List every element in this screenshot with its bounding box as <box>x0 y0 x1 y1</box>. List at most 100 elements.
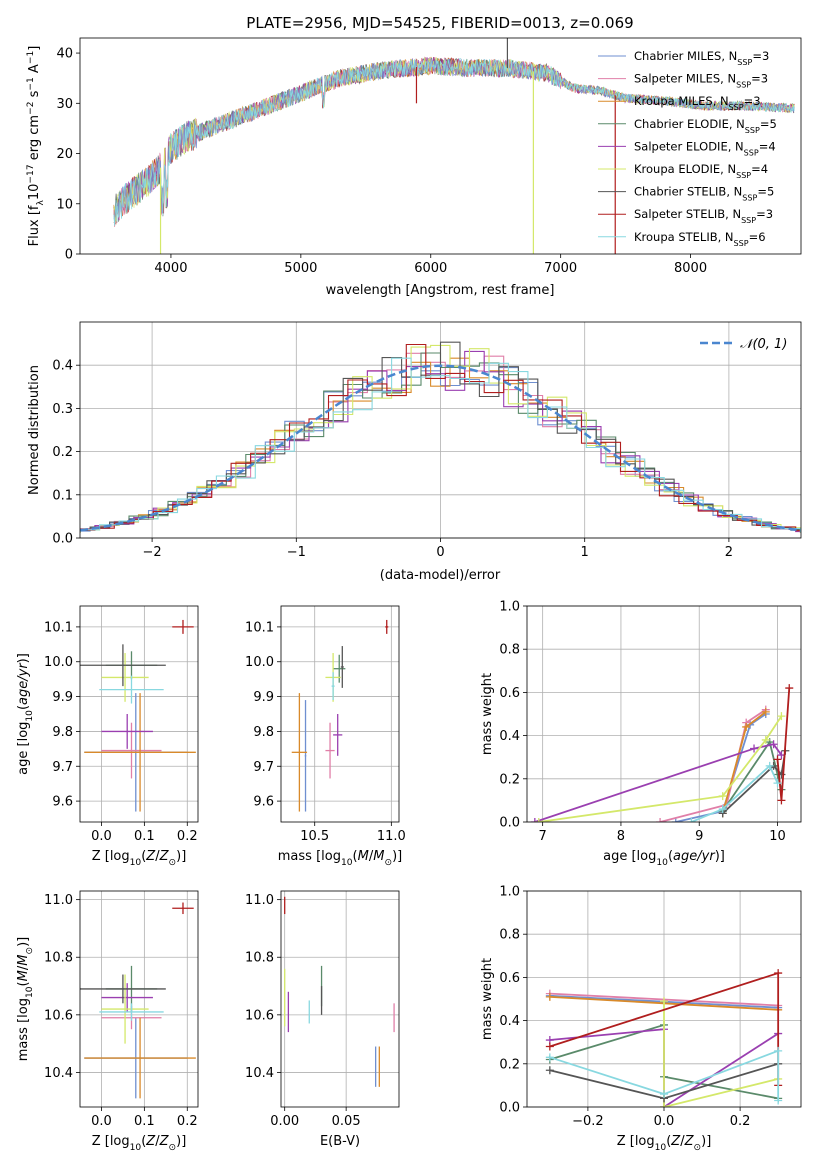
mass-weight-vs-age-panel-x-ticks: 7 8 9 10 <box>539 822 786 844</box>
legend-entry-chabrier-stelib: Chabrier STELIB, NSSP=5 <box>634 185 774 203</box>
age-vs-mass-panel-y-ticks: 9.6 9.7 9.8 9.9 10.0 10.1 <box>245 620 281 810</box>
mass-vs-metallicity-panel-y-tick-label: 10.8 <box>44 951 73 966</box>
mass-weight-vs-metallicity-panel-y-ticks: 0.0 0.2 0.4 0.6 0.8 1.0 <box>499 885 527 1116</box>
age-vs-metallicity-panel-grid <box>80 606 198 822</box>
age-vs-mass-panel-x-tick-label: 10.5 <box>300 829 329 844</box>
mass-vs-extinction-panel-frame <box>280 890 400 1108</box>
weight-line-kroupa-miles-marker <box>761 707 770 716</box>
errorbar-kroupa-elodie <box>101 653 149 702</box>
weight-line-kroupa-elodie-marker <box>777 712 786 721</box>
weight-line-salpeter-stelib-marker <box>545 1042 554 1051</box>
weight-line-salpeter-elodie-marker <box>769 740 778 749</box>
y-axis-label: Flux [fλ10−17 erg cm−2 s−1 A−1] <box>26 46 46 247</box>
mass-vs-metallicity-panel-y-tick-label: 10.4 <box>44 1066 73 1081</box>
mass-weight-vs-metallicity-panel-y-tick-label: 0.2 <box>499 1057 520 1072</box>
histogram-panel-x-tick-label: 0 <box>436 545 444 560</box>
mass-weight-vs-age-panel-x-tick-label: 8 <box>617 829 625 844</box>
mass-weight-vs-age-panel-frame <box>526 605 802 823</box>
weight-line-kroupa-stelib-marker <box>774 1096 783 1105</box>
weight-line-salpeter-stelib-marker <box>773 755 782 764</box>
weight-line-kroupa-elodie-marker <box>534 818 543 822</box>
mass-vs-extinction-panel-x-tick-label: 0.00 <box>270 1114 299 1129</box>
weight-line-kroupa-stelib <box>691 764 779 822</box>
legend-entry-salpeter-elodie: Salpeter ELODIE, NSSP=4 <box>634 139 776 157</box>
histogram-panel-y-tick-label: 0.0 <box>52 532 73 547</box>
age-vs-metallicity-panel: 0.0 0.1 0.2 9.6 9.7 9.8 9.9 10.0 10.1 Z [log10(Z/… <box>16 605 199 868</box>
spectrum-panel-x-tick-label: 7000 <box>544 261 577 276</box>
errorbar-kroupa-miles <box>291 693 308 812</box>
mass-vs-metallicity-panel-y-ticks: 10.4 10.6 10.8 11.0 <box>44 893 80 1081</box>
weight-line-kroupa-stelib-marker <box>545 1053 554 1062</box>
spectrum-panel-y-ticks: 0 10 20 30 40 <box>56 47 80 263</box>
x-axis-label: Z [log10(Z/Z⊙)] <box>92 849 187 868</box>
weight-line-kroupa-stelib-marker <box>765 761 774 770</box>
mass-vs-extinction-panel-y-tick-label: 10.8 <box>245 951 274 966</box>
errorbar-kroupa-miles <box>84 693 196 812</box>
age-vs-mass-panel-y-tick-label: 9.7 <box>253 760 274 775</box>
errorbar-salpeter-elodie <box>101 983 153 1012</box>
mass-weight-vs-age-panel-x-tick-label: 9 <box>695 829 703 844</box>
hist-step-chabrier-elodie <box>80 352 801 531</box>
mass-weight-vs-age-panel-y-ticks: 0.0 0.2 0.4 0.6 0.8 1.0 <box>499 600 527 831</box>
age-vs-metallicity-panel-x-tick-label: 0.2 <box>177 829 198 844</box>
spectrum-panel-x-tick-label: 4000 <box>154 261 187 276</box>
weight-line-salpeter-elodie-marker <box>530 818 539 822</box>
spectrum-panel-y-tick-label: 20 <box>56 147 73 162</box>
age-vs-mass-panel-y-tick-label: 10.0 <box>245 655 274 670</box>
mass-weight-vs-metallicity-panel-y-tick-label: 0.0 <box>499 1101 520 1116</box>
weight-line-kroupa-stelib-marker <box>774 1046 783 1055</box>
legend-entry-salpeter-miles: Salpeter MILES, NSSP=3 <box>634 72 768 90</box>
mass-weight-vs-age-panel-y-tick-label: 0.0 <box>499 816 520 831</box>
y-axis-label: mass weight <box>480 958 495 1040</box>
age-vs-metallicity-panel-frame <box>79 605 199 823</box>
spectrum-panel-y-tick-label: 10 <box>56 197 73 212</box>
mass-weight-vs-age-panel-plot-area <box>530 684 794 822</box>
histogram-panel-y-ticks: 0.0 0.1 0.2 0.3 0.4 <box>52 359 80 547</box>
mass-vs-extinction-panel-y-tick-label: 10.6 <box>245 1008 274 1023</box>
mass-weight-vs-age-panel-y-tick-label: 0.8 <box>499 643 520 658</box>
age-vs-mass-panel-x-tick-label: 11.0 <box>377 829 406 844</box>
age-vs-metallicity-panel-y-ticks: 9.6 9.7 9.8 9.9 10.0 10.1 <box>44 620 80 810</box>
age-vs-metallicity-panel-x-tick-label: 0.0 <box>91 829 112 844</box>
weight-line-kroupa-elodie-marker <box>761 735 770 744</box>
mass-weight-vs-metallicity-panel-y-tick-label: 0.4 <box>499 1014 520 1029</box>
errorbar-salpeter-miles <box>325 722 335 779</box>
x-axis-label: wavelength [Angstrom, rest frame] <box>326 283 555 298</box>
histogram-panel-x-tick-label: 2 <box>725 545 733 560</box>
errorbar-kroupa-miles <box>84 1017 196 1099</box>
mass-weight-vs-age-panel-y-tick-label: 0.6 <box>499 686 520 701</box>
age-vs-mass-panel-plot-area <box>291 619 389 812</box>
y-axis-label: age [log10(age/yr)] <box>16 653 35 775</box>
mass-weight-vs-metallicity-panel-y-tick-label: 0.6 <box>499 971 520 986</box>
errorbar-kroupa-elodie <box>101 974 149 1044</box>
histogram-panel-plot-area <box>80 341 801 533</box>
chart-title: PLATE=2956, MJD=54525, FIBERID=0013, z=0… <box>246 14 633 32</box>
errorbar-salpeter-stelib <box>172 902 194 915</box>
mass-vs-metallicity-panel-x-ticks: 0.0 0.1 0.2 <box>91 1107 198 1129</box>
mass-weight-vs-metallicity-panel-y-tick-label: 0.8 <box>499 928 520 943</box>
mass-vs-metallicity-panel-x-tick-label: 0.2 <box>177 1114 198 1129</box>
errorbar-salpeter-stelib <box>385 619 389 634</box>
mass-vs-metallicity-panel-y-tick-label: 10.6 <box>44 1008 73 1023</box>
histogram-panel-y-tick-label: 0.4 <box>52 359 73 374</box>
mass-vs-extinction-panel-x-ticks: 0.00 0.05 <box>270 1107 361 1129</box>
errorbar-kroupa-stelib <box>99 675 164 704</box>
mass-vs-extinction-panel-plot-area <box>284 896 395 1087</box>
mass-vs-metallicity-panel-x-tick-label: 0.0 <box>91 1114 112 1129</box>
mass-weight-vs-age-panel-y-tick-label: 0.2 <box>499 772 520 787</box>
errorbar-chabrier-stelib <box>80 644 166 687</box>
weight-line-chabrier-miles <box>675 713 767 822</box>
y-axis-label: mass [log10(M/M⊙)] <box>16 937 35 1061</box>
mass-vs-extinction-panel-y-tick-label: 11.0 <box>245 893 274 908</box>
age-vs-mass-panel-x-ticks: 10.5 11.0 <box>300 822 406 844</box>
mass-weight-vs-metallicity-panel-x-tick-label: 0.0 <box>654 1114 675 1129</box>
x-axis-label: age [log10(age/yr)] <box>603 849 725 868</box>
histogram-panel-x-tick-label: 1 <box>581 545 589 560</box>
mass-vs-extinction-panel-y-tick-label: 10.4 <box>245 1066 274 1081</box>
age-vs-mass-panel-y-tick-label: 9.8 <box>253 725 274 740</box>
histogram-panel-y-tick-label: 0.2 <box>52 445 73 460</box>
histogram-panel-x-tick-label: −2 <box>143 545 162 560</box>
weight-line-kroupa-stelib-marker <box>660 1090 668 1099</box>
age-vs-metallicity-panel-plot-area <box>80 619 196 812</box>
